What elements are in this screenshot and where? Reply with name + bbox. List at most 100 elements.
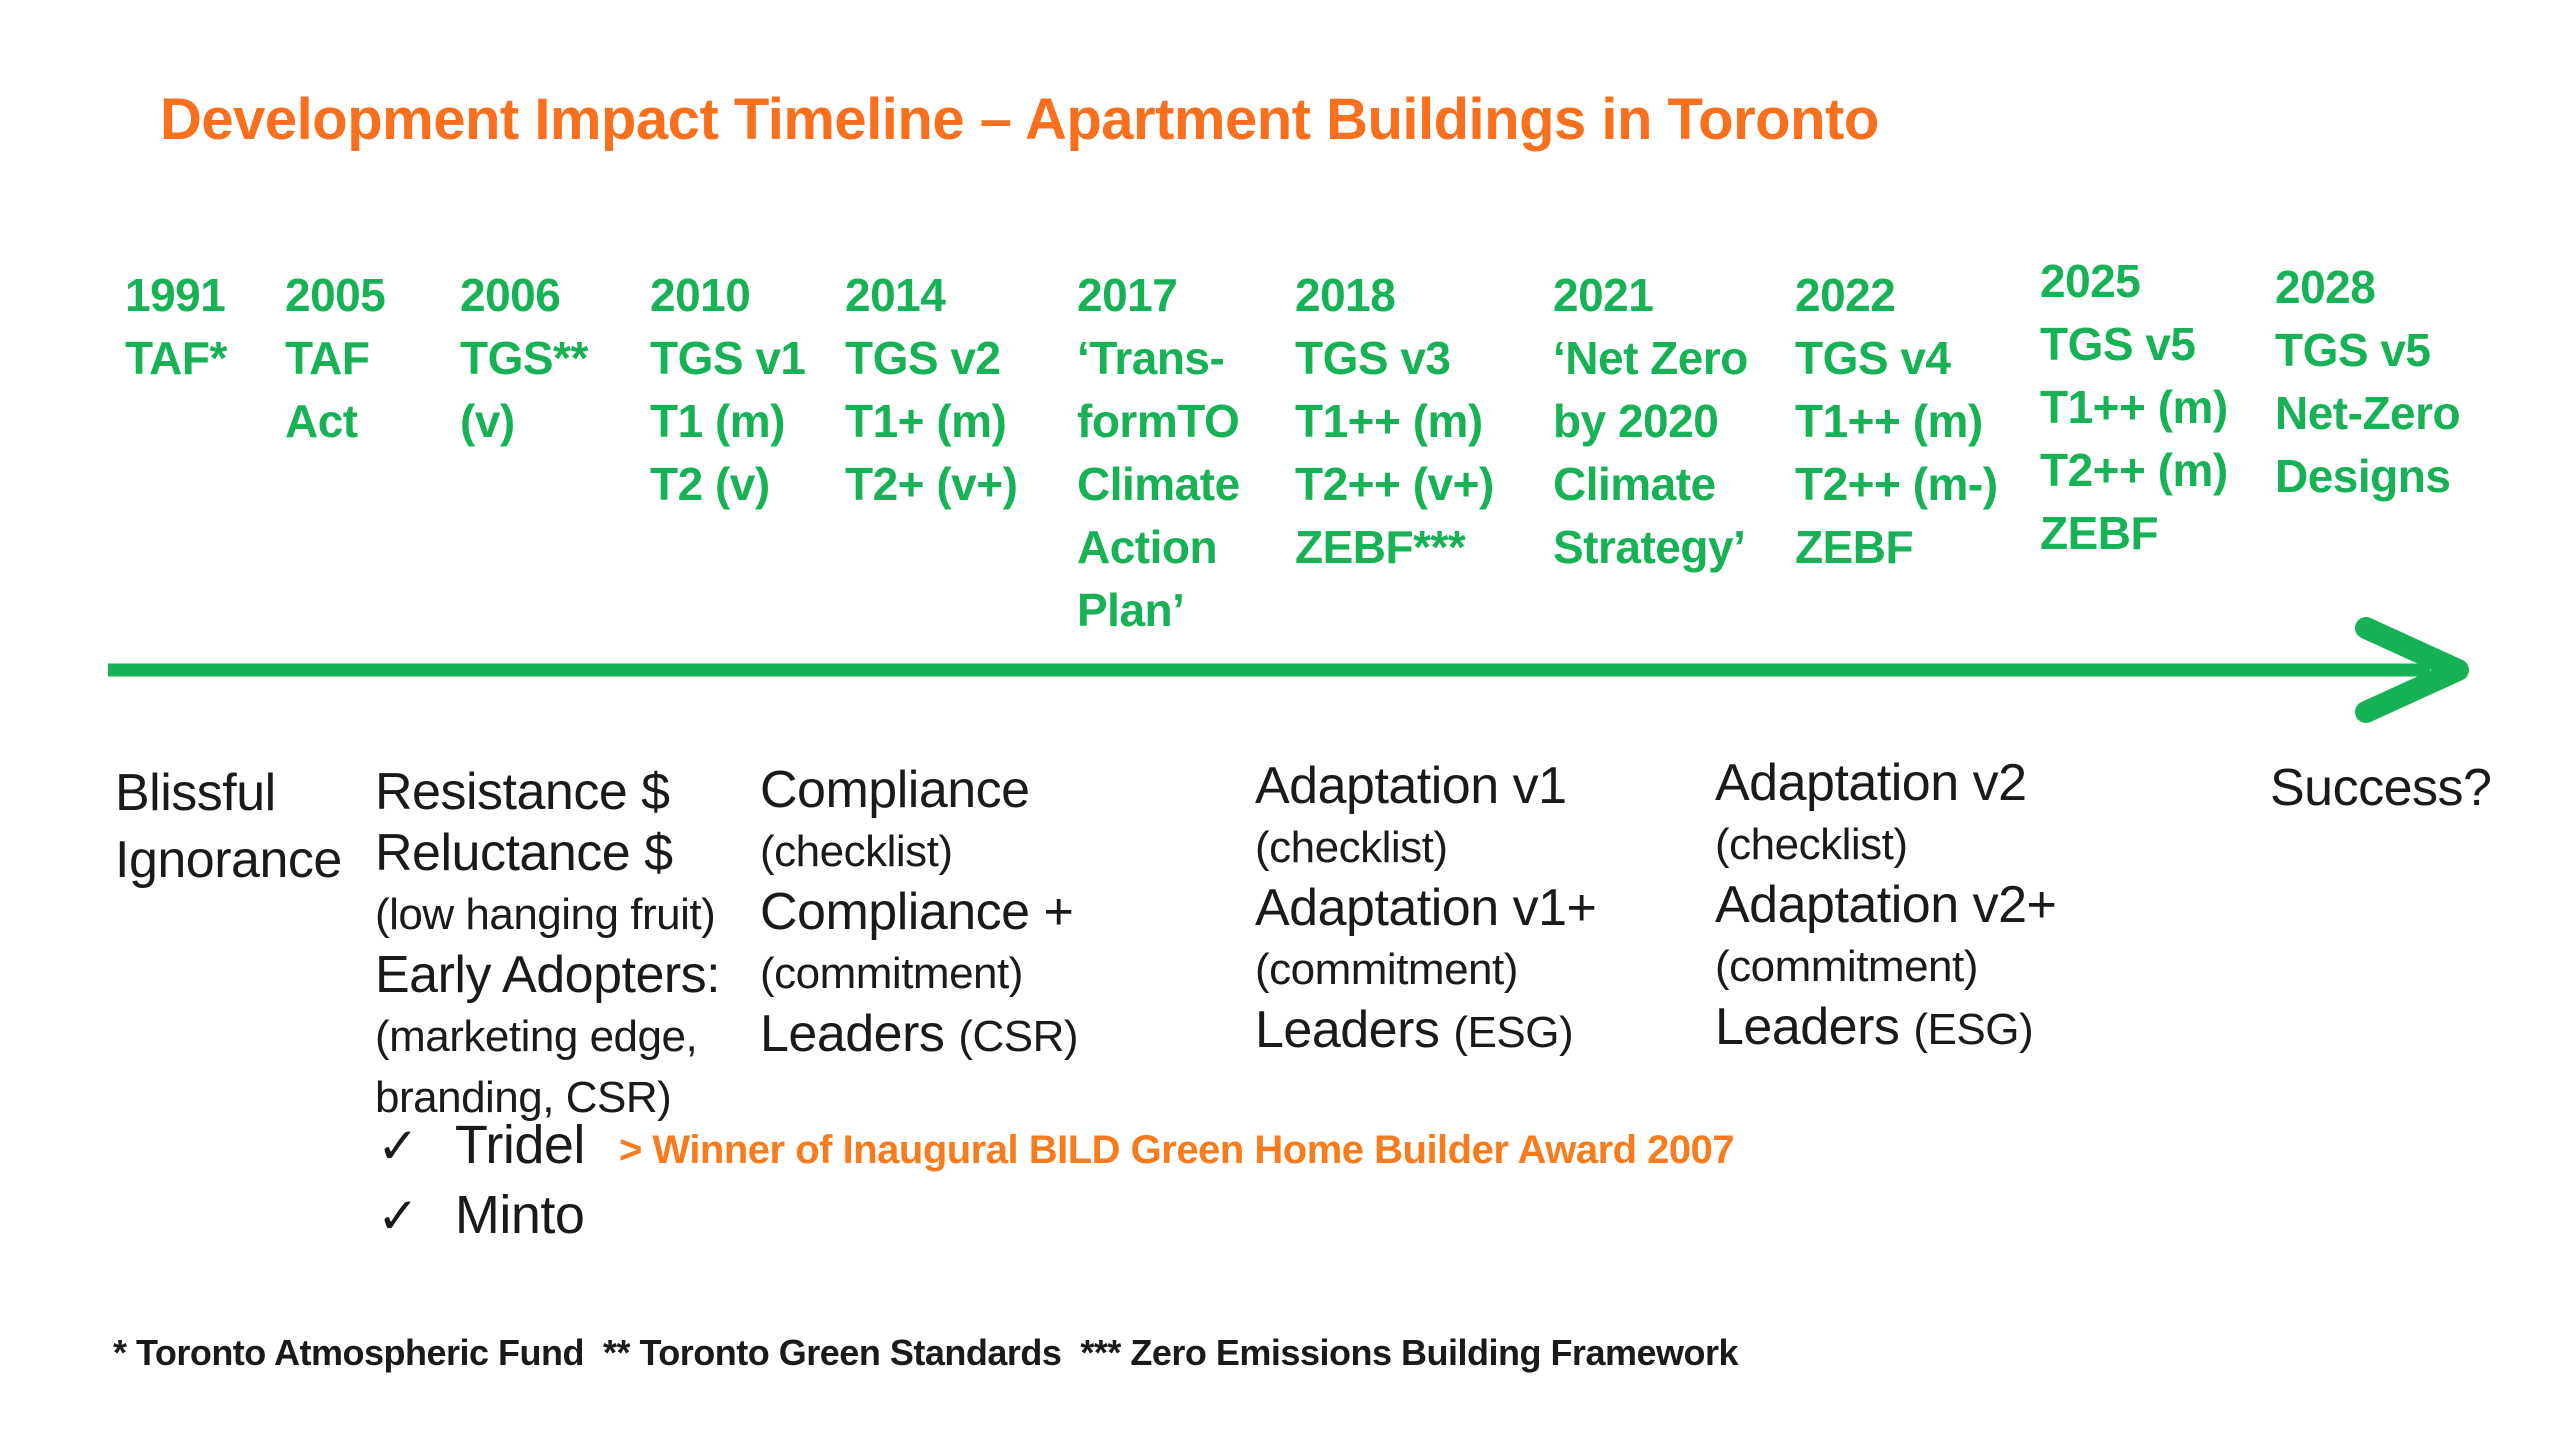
checkmark-icon: ✓ bbox=[377, 1188, 419, 1244]
footnote: * Toronto Atmospheric Fund ** Toronto Gr… bbox=[113, 1332, 1739, 1373]
milestone-line: T2+ (v+) bbox=[845, 458, 1018, 510]
year-label: 2021 bbox=[1553, 269, 1654, 321]
year-label: 2028 bbox=[2275, 261, 2376, 313]
milestone-line: TAF* bbox=[125, 332, 227, 384]
milestone-line: Act bbox=[285, 395, 358, 447]
stage-line: Compliance + bbox=[760, 883, 1074, 941]
stage-line: Reluctance $ bbox=[375, 824, 673, 882]
year-label: 2014 bbox=[845, 269, 946, 321]
milestone-line: by 2020 bbox=[1553, 395, 1719, 447]
stage-line: Adaptation v2+ bbox=[1715, 876, 2057, 934]
stage-line: (marketing edge, bbox=[375, 1012, 698, 1061]
year-label: 2006 bbox=[460, 269, 561, 321]
stage-line: (commitment) bbox=[1715, 942, 1978, 991]
timeline-column-2018: 2018 TGS v3 T1++ (m) T2++ (v+) ZEBF*** bbox=[1295, 264, 1494, 579]
stage-compliance: Compliance (checklist) Compliance + (commit… bbox=[760, 760, 1079, 1067]
milestone-line: Plan’ bbox=[1077, 584, 1185, 636]
milestone-line: TAF bbox=[285, 332, 370, 384]
stage-line: Adaptation v1 bbox=[1255, 757, 1567, 815]
milestone-line: T1+ (m) bbox=[845, 395, 1007, 447]
stage-line: (checklist) bbox=[1255, 823, 1448, 872]
milestone-line: T1++ (m) bbox=[1295, 395, 1483, 447]
milestone-line: TGS v2 bbox=[845, 332, 1001, 384]
stage-line: Leaders (ESG) bbox=[1255, 1000, 1596, 1063]
stage-line-text: Leaders bbox=[760, 1005, 959, 1063]
timeline-column-2025: 2025 TGS v5 T1++ (m) T2++ (m) ZEBF bbox=[2040, 250, 2228, 565]
page-title: Development Impact Timeline – Apartment … bbox=[160, 87, 1879, 152]
stage-line: (commitment) bbox=[760, 949, 1023, 998]
builder-row-tridel: ✓ Tridel > Winner of Inaugural BILD Green … bbox=[377, 1115, 1735, 1175]
stage-line-suffix: (ESG) bbox=[1913, 1005, 2034, 1054]
stage-line: (checklist) bbox=[760, 827, 953, 876]
milestone-line: ZEBF bbox=[2040, 507, 2159, 559]
milestone-line: TGS v5 bbox=[2275, 324, 2431, 376]
timeline-column-2028: 2028 TGS v5 Net-Zero Designs bbox=[2275, 256, 2461, 508]
stage-adaptation-v2: Adaptation v2 (checklist) Adaptation v2+ (c… bbox=[1715, 753, 2057, 1060]
milestone-line: Designs bbox=[2275, 450, 2451, 502]
stage-line-text: Leaders bbox=[1715, 998, 1914, 1056]
stage-line: Success? bbox=[2270, 759, 2492, 817]
stage-line: Resistance $ bbox=[375, 763, 670, 821]
timeline-column-2022: 2022 TGS v4 T1++ (m) T2++ (m-) ZEBF bbox=[1795, 264, 1998, 579]
stage-line: (low hanging fruit) bbox=[375, 890, 716, 939]
milestone-line: TGS** bbox=[460, 332, 588, 384]
stage-line-suffix: (CSR) bbox=[958, 1012, 1079, 1061]
timeline-column-2014: 2014 TGS v2 T1+ (m) T2+ (v+) bbox=[845, 264, 1018, 516]
milestone-line: TGS v1 bbox=[650, 332, 806, 384]
milestone-line: Climate bbox=[1077, 458, 1240, 510]
year-label: 2005 bbox=[285, 269, 386, 321]
year-label: 2018 bbox=[1295, 269, 1396, 321]
year-label: 2010 bbox=[650, 269, 751, 321]
year-label: 2017 bbox=[1077, 269, 1178, 321]
builder-name: Minto bbox=[454, 1185, 585, 1245]
stage-line: branding, CSR) bbox=[375, 1073, 672, 1122]
timeline-column-2010: 2010 TGS v1 T1 (m) T2 (v) bbox=[650, 264, 806, 516]
milestone-line: TGS v5 bbox=[2040, 318, 2196, 370]
timeline-column-2017: 2017 ‘Trans-formTO Climate Action Plan’ bbox=[1077, 264, 1240, 642]
year-label: 1991 bbox=[125, 269, 226, 321]
milestone-line: ZEBF*** bbox=[1295, 521, 1466, 573]
stage-line: Early Adopters: bbox=[375, 946, 721, 1004]
milestone-line: T1++ (m) bbox=[2040, 381, 2228, 433]
builder-row-minto: ✓ Minto bbox=[377, 1185, 585, 1245]
stage-line-text: Leaders bbox=[1255, 1001, 1454, 1059]
stage-line: Compliance bbox=[760, 761, 1030, 819]
stage-line: Leaders (ESG) bbox=[1715, 997, 2056, 1060]
stage-line: Ignorance bbox=[115, 831, 342, 889]
stage-blissful-ignorance: Blissful Ignorance bbox=[115, 760, 342, 894]
timeline-column-2005: 2005 TAF Act bbox=[285, 264, 386, 453]
milestone-line: ‘Net Zero bbox=[1553, 332, 1748, 384]
stage-line: Adaptation v2 bbox=[1715, 754, 2027, 812]
stage-line: Adaptation v1+ bbox=[1255, 879, 1597, 937]
award-note: > Winner of Inaugural BILD Green Home Bu… bbox=[618, 1128, 1735, 1172]
stage-line: Leaders (CSR) bbox=[760, 1004, 1079, 1067]
stage-success: Success? bbox=[2270, 758, 2492, 819]
milestone-line: Climate bbox=[1553, 458, 1716, 510]
milestone-line: Action bbox=[1077, 521, 1218, 573]
milestone-line: TGS v4 bbox=[1795, 332, 1951, 384]
builder-name: Tridel bbox=[454, 1115, 586, 1175]
milestone-line: TGS v3 bbox=[1295, 332, 1451, 384]
milestone-line: T1++ (m) bbox=[1795, 395, 1983, 447]
stage-adaptation-v1: Adaptation v1 (checklist) Adaptation v1+ (c… bbox=[1255, 756, 1597, 1063]
milestone-line: T2 (v) bbox=[650, 458, 770, 510]
checkmark-icon: ✓ bbox=[377, 1118, 419, 1174]
timeline-column-2006: 2006 TGS** (v) bbox=[460, 264, 588, 453]
milestone-line: formTO bbox=[1077, 395, 1240, 447]
milestone-line: T2++ (m) bbox=[2040, 444, 2228, 496]
milestone-line: T1 (m) bbox=[650, 395, 785, 447]
stage-line: Blissful bbox=[115, 764, 276, 822]
milestone-line: T2++ (m-) bbox=[1795, 458, 1998, 510]
timeline-arrow-icon bbox=[108, 617, 2469, 723]
milestone-line: Strategy’ bbox=[1553, 521, 1746, 573]
stage-line: (commitment) bbox=[1255, 945, 1518, 994]
stage-line-suffix: (ESG) bbox=[1453, 1008, 1574, 1057]
milestone-line: ZEBF bbox=[1795, 521, 1914, 573]
stage-resistance-reluctance: Resistance $ Reluctance $ (low hanging fru… bbox=[375, 762, 721, 1128]
year-label: 2025 bbox=[2040, 255, 2141, 307]
timeline-column-2021: 2021 ‘Net Zero by 2020 Climate Strategy’ bbox=[1553, 264, 1748, 579]
